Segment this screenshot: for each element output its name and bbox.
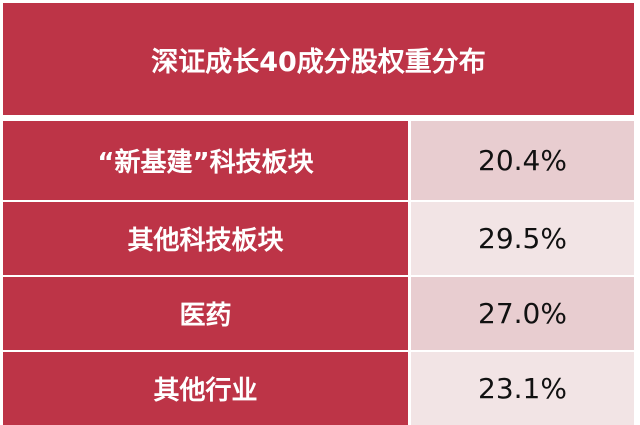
row-label: 其他行业	[3, 352, 408, 425]
row-value: 29.5%	[411, 202, 634, 275]
row-value: 27.0%	[411, 277, 634, 350]
table-title: 深证成长40成分股权重分布	[3, 3, 634, 115]
row-label: “新基建”科技板块	[3, 121, 408, 200]
row-label: 医药	[3, 277, 408, 350]
row-value: 23.1%	[411, 352, 634, 425]
row-value: 20.4%	[411, 121, 634, 200]
table-row: 医药 27.0%	[3, 277, 634, 350]
table-row: 其他科技板块 29.5%	[3, 202, 634, 275]
table-row: “新基建”科技板块 20.4%	[3, 121, 634, 200]
table-row: 其他行业 23.1%	[3, 352, 634, 425]
row-label: 其他科技板块	[3, 202, 408, 275]
